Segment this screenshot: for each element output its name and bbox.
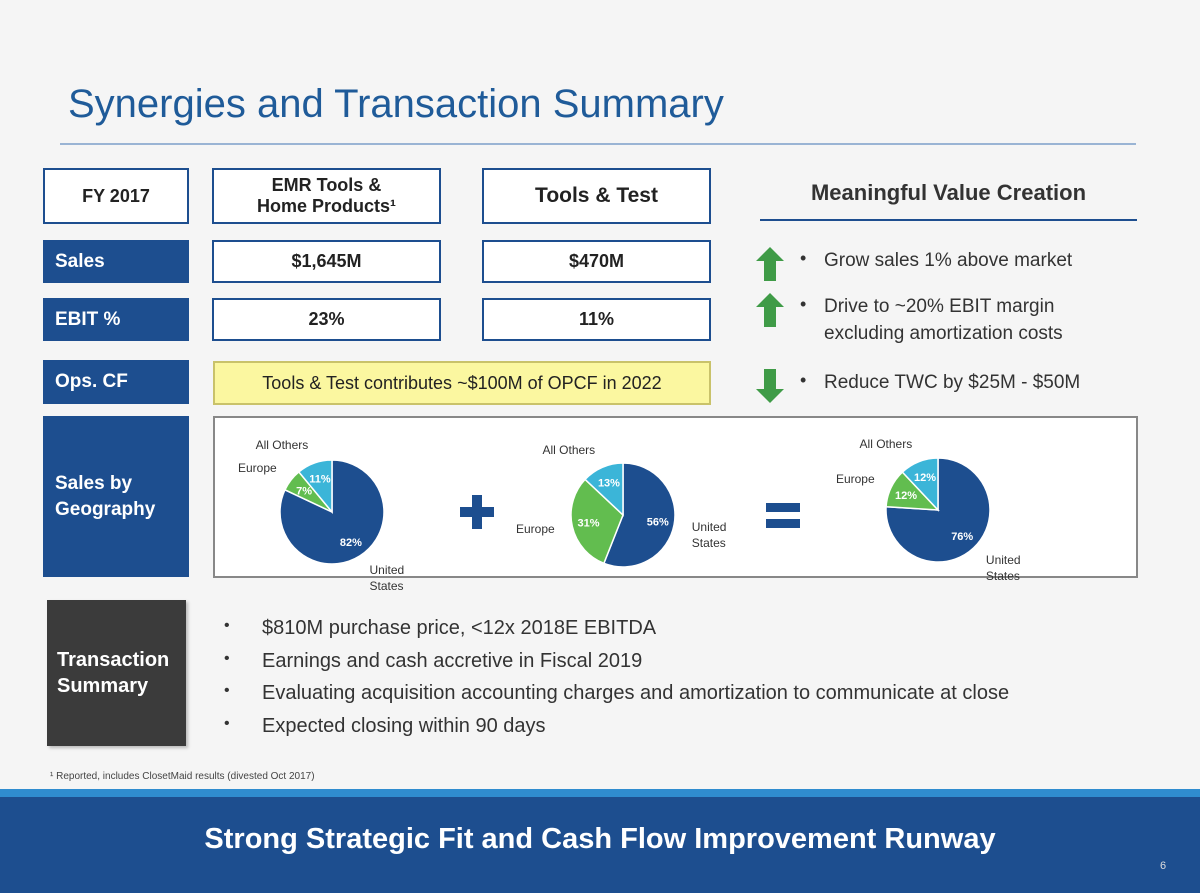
plus-bar <box>472 495 482 529</box>
cell: 23% <box>212 298 441 341</box>
footnote: ¹ Reported, includes ClosetMaid results … <box>50 771 315 782</box>
header-cell: FY 2017 <box>43 168 189 224</box>
bullet-text: Drive to ~20% EBIT margin excluding amor… <box>824 296 1063 344</box>
arrow <box>756 293 784 327</box>
equals-bar <box>766 503 800 512</box>
plus-sign <box>460 495 494 529</box>
pie-slice <box>297 459 333 515</box>
bullet-dot: • <box>224 714 230 732</box>
bullet-dot: • <box>800 294 807 314</box>
equals-bar <box>766 519 800 528</box>
bullet-dot: • <box>800 248 807 268</box>
pie-category-label: Europe <box>237 461 277 476</box>
pie-value-label: 56% <box>647 517 669 529</box>
header-cell: EMR Tools & Home Products¹ <box>212 168 441 224</box>
bullet-text: Grow sales 1% above market <box>824 250 1073 271</box>
bullet-text: Earnings and cash accretive in Fiscal 20… <box>262 649 643 672</box>
panel-rule <box>760 219 1137 221</box>
arrow <box>756 369 784 403</box>
pie-slice <box>602 462 676 568</box>
pie-slice <box>279 459 385 565</box>
pie-value-label: 76% <box>951 531 973 543</box>
pie-value-label: 31% <box>577 518 599 530</box>
bullet-text: Expected closing within 90 days <box>262 714 546 737</box>
row-label: Ops. CF <box>43 360 189 404</box>
bullet-text: $810M purchase price, <12x 2018E EBITDA <box>262 617 657 639</box>
equals-sign <box>766 503 800 528</box>
pie-category-label: All Others <box>542 442 596 457</box>
page-number: 6 <box>1160 860 1167 872</box>
pie-slice <box>584 462 624 517</box>
pie-value-label: 11% <box>309 474 331 486</box>
cell: 11% <box>482 298 711 341</box>
pie-value-label: 12% <box>914 472 936 484</box>
bullet-dot: • <box>800 370 807 390</box>
highlight-cell: Tools & Test contributes ~$100M of OPCF … <box>213 361 711 405</box>
pie-category-label: Europe <box>515 522 555 537</box>
pie-category-label: Europe <box>835 472 875 487</box>
bullet-dot: • <box>224 649 230 667</box>
pie-value-label: 82% <box>340 537 362 549</box>
arrow <box>756 247 784 281</box>
banner-stripe <box>0 789 1200 797</box>
pie-value-label: 12% <box>895 490 917 502</box>
pie-category-label: All Others <box>255 438 309 453</box>
title: Synergies and Transaction Summary <box>68 82 724 126</box>
row-label: Sales by Geography <box>43 416 189 577</box>
cell: $470M <box>482 240 711 283</box>
row-label: Transaction Summary <box>47 600 186 746</box>
panel-title: Meaningful Value Creation <box>810 180 1087 205</box>
row-label: Sales <box>43 240 189 283</box>
bullet-text: Reduce TWC by $25M - $50M <box>824 372 1081 393</box>
banner-text: Strong Strategic Fit and Cash Flow Impro… <box>204 823 996 855</box>
pie-category-label: United States <box>691 520 727 550</box>
pie-category-label: All Others <box>859 436 913 451</box>
header-cell: Tools & Test <box>482 168 711 224</box>
row-label: EBIT % <box>43 298 189 341</box>
bullet-dot: • <box>224 682 230 699</box>
bullet-dot: • <box>224 617 230 634</box>
pie-category-label: United States <box>985 553 1021 583</box>
pie-category-label: United States <box>369 563 405 593</box>
pie-slice <box>570 478 624 565</box>
pie-slice <box>901 457 939 512</box>
title-rule <box>60 143 1136 145</box>
pie-value-label: 7% <box>296 485 312 497</box>
cell: $1,645M <box>212 240 441 283</box>
pie-value-label: 13% <box>598 478 620 490</box>
bullet-text: Evaluating acquisition accounting charge… <box>262 682 1010 704</box>
banner <box>0 797 1200 893</box>
